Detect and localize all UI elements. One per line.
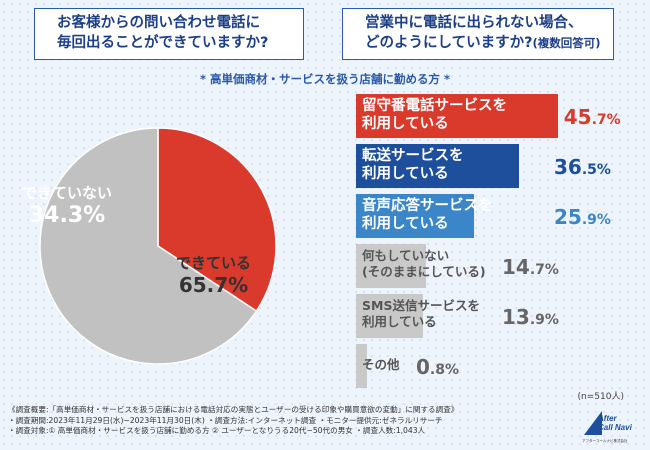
- bar-label-line2: 利用している: [362, 116, 449, 132]
- question-1-box: お客様からの問い合わせ電話に 毎回出ることができていますか?: [34, 8, 304, 60]
- footer-line: 《調査概要:「高単価商材・サービスを扱う店舗における電話対応の実態とユーザーの受…: [8, 405, 459, 414]
- bar-value-label: 0.8%: [416, 355, 460, 379]
- bar-value-label: 14.7%: [502, 255, 559, 279]
- bar-label-line2: (そのままにしている): [362, 264, 486, 279]
- sample-size: (n=510人): [577, 392, 624, 402]
- bar-value-label: 36.5%: [554, 155, 611, 179]
- question-2-line2: どのようにしていますか?: [365, 35, 533, 51]
- pie-label-value: 34.3%: [28, 203, 106, 228]
- bar-value-label: 13.9%: [502, 305, 559, 329]
- pie-label-not-able: できていない 34.3%: [22, 182, 112, 228]
- bar: 留守番電話サービスを 利用している: [356, 94, 558, 138]
- bar-label-line1: SMS送信サービスを: [362, 298, 480, 313]
- bar: 何もしていない (そのままにしている): [356, 244, 486, 288]
- bar-label-line1: 留守番電話サービスを: [362, 98, 507, 114]
- pie-slice: [39, 127, 258, 365]
- question-2-line1: 営業中に電話に出られない場合、: [365, 15, 583, 31]
- company-logo: After Call Navi アフターコールナビ株式会社: [582, 411, 633, 443]
- pie-label-able: できている 65.7%: [176, 252, 251, 297]
- bar: その他: [356, 344, 400, 388]
- bar-value-label: 25.9%: [554, 205, 611, 229]
- bar-label-line1: 何もしていない: [362, 248, 450, 263]
- question-1-line1: お客様からの問い合わせ電話に: [57, 15, 260, 31]
- bar: SMS送信サービスを 利用している: [356, 294, 480, 338]
- pie-label-value: 65.7%: [178, 273, 249, 297]
- bar-label-line1: 音声応答サービスを: [362, 198, 493, 214]
- logo-sub: アフターコールナビ株式会社: [582, 438, 628, 443]
- bar-label-line1: 転送サービスを: [362, 148, 464, 164]
- bar-label-line2: 利用している: [362, 314, 437, 329]
- question-2-note: (複数回答可): [532, 36, 601, 50]
- logo-line2: Call Navi: [598, 423, 633, 432]
- pie-label-text: できている: [176, 254, 252, 272]
- respondent-subtitle: * 高単価商材・サービスを扱う店舗に勤める方 *: [199, 72, 451, 86]
- bar: 音声応答サービスを 利用している: [356, 194, 493, 238]
- bar: 転送サービスを 利用している: [356, 144, 519, 188]
- bar-label-line2: 利用している: [362, 216, 449, 232]
- footer-line: ・調査期間:2023年11月29日(水)~2023年11月30日(木) ・調査方…: [8, 415, 443, 425]
- pie-label-text: できていない: [22, 184, 113, 202]
- bar-value-label: 45.7%: [563, 105, 621, 129]
- bar-label-line2: 利用している: [362, 166, 449, 182]
- footer-line: ・調査対象:① 高単価商材・サービスを扱う店舗に勤める方 ② ユーザーとなりうる…: [8, 426, 426, 435]
- survey-footer: 《調査概要:「高単価商材・サービスを扱う店舗における電話対応の実態とユーザーの受…: [8, 405, 458, 437]
- question-1-line2: 毎回出ることができていますか?: [57, 35, 269, 51]
- logo-line1: After: [597, 414, 618, 423]
- bar-label-line1: その他: [362, 357, 400, 372]
- question-2-box: 営業中に電話に出られない場合、 どのようにしていますか?(複数回答可): [342, 8, 614, 60]
